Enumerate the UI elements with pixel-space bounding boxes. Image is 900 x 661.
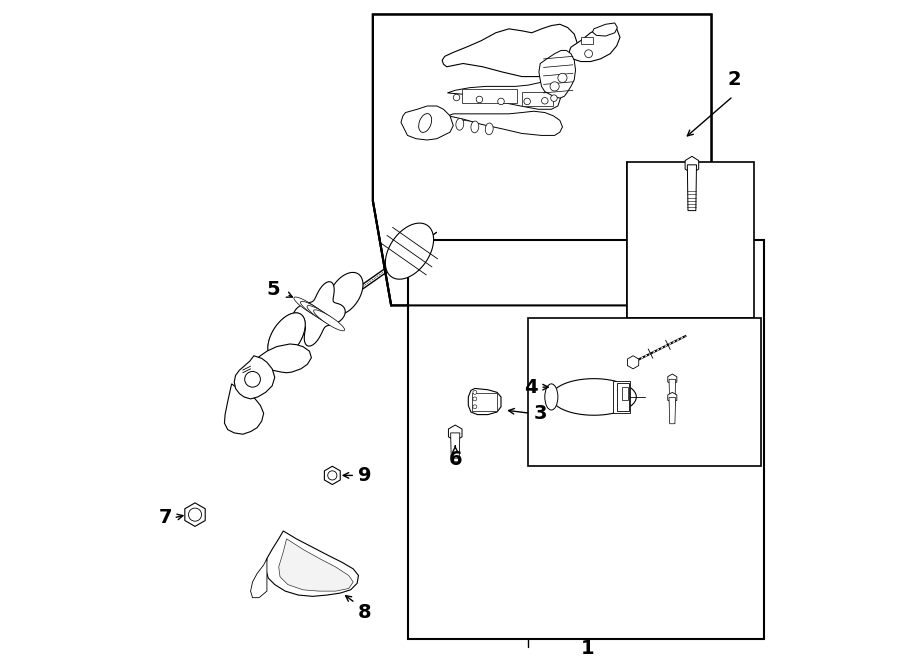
Polygon shape: [301, 301, 331, 323]
Text: 6: 6: [448, 449, 462, 469]
Polygon shape: [451, 433, 460, 462]
Polygon shape: [669, 379, 676, 405]
Text: 8: 8: [358, 603, 372, 622]
Polygon shape: [688, 165, 697, 211]
Polygon shape: [184, 503, 205, 526]
Polygon shape: [266, 531, 358, 596]
Text: 5: 5: [266, 280, 280, 299]
Polygon shape: [250, 559, 267, 598]
Text: 2: 2: [727, 70, 742, 89]
Ellipse shape: [471, 121, 479, 133]
Text: 4: 4: [524, 377, 537, 397]
Bar: [617, 383, 629, 411]
Polygon shape: [385, 223, 434, 279]
Bar: [580, 38, 592, 44]
Bar: [626, 161, 754, 319]
Ellipse shape: [456, 118, 464, 130]
Polygon shape: [448, 111, 562, 136]
Polygon shape: [627, 356, 639, 369]
Circle shape: [542, 98, 548, 104]
Bar: [472, 393, 497, 411]
Circle shape: [188, 508, 202, 521]
Ellipse shape: [544, 384, 558, 410]
Circle shape: [498, 98, 504, 104]
Polygon shape: [447, 83, 561, 109]
Ellipse shape: [418, 114, 432, 132]
Polygon shape: [552, 379, 636, 415]
Circle shape: [472, 405, 477, 408]
Circle shape: [472, 391, 477, 395]
Polygon shape: [468, 389, 501, 414]
Polygon shape: [268, 313, 305, 360]
Ellipse shape: [485, 123, 493, 135]
Polygon shape: [313, 310, 345, 330]
Polygon shape: [293, 282, 346, 346]
Text: 1: 1: [580, 639, 594, 658]
Polygon shape: [442, 24, 578, 77]
Circle shape: [550, 82, 559, 91]
Polygon shape: [328, 272, 363, 315]
Bar: [408, 240, 764, 639]
Circle shape: [476, 97, 482, 102]
Circle shape: [328, 471, 337, 480]
Circle shape: [551, 95, 557, 101]
Polygon shape: [279, 539, 353, 591]
Bar: [528, 319, 760, 465]
Circle shape: [558, 73, 567, 83]
Bar: [462, 89, 517, 103]
Polygon shape: [448, 425, 462, 441]
Circle shape: [454, 95, 460, 100]
Circle shape: [472, 397, 477, 401]
Text: 3: 3: [534, 404, 547, 423]
Polygon shape: [224, 384, 264, 434]
Polygon shape: [324, 466, 340, 485]
Polygon shape: [373, 15, 712, 305]
Polygon shape: [669, 398, 676, 424]
Polygon shape: [668, 393, 677, 403]
Polygon shape: [294, 297, 325, 318]
Polygon shape: [685, 157, 698, 173]
Polygon shape: [592, 23, 617, 36]
Circle shape: [585, 50, 592, 58]
Bar: [622, 387, 628, 400]
Polygon shape: [234, 356, 274, 399]
Text: 7: 7: [158, 508, 172, 527]
Polygon shape: [668, 374, 677, 385]
Text: 9: 9: [358, 466, 372, 485]
Polygon shape: [268, 313, 305, 360]
Bar: [614, 381, 630, 413]
Polygon shape: [257, 344, 311, 373]
Polygon shape: [569, 24, 620, 61]
Circle shape: [245, 371, 260, 387]
Polygon shape: [539, 50, 575, 98]
Circle shape: [524, 98, 530, 104]
Polygon shape: [307, 305, 338, 327]
Bar: [522, 92, 554, 106]
Polygon shape: [401, 106, 454, 140]
